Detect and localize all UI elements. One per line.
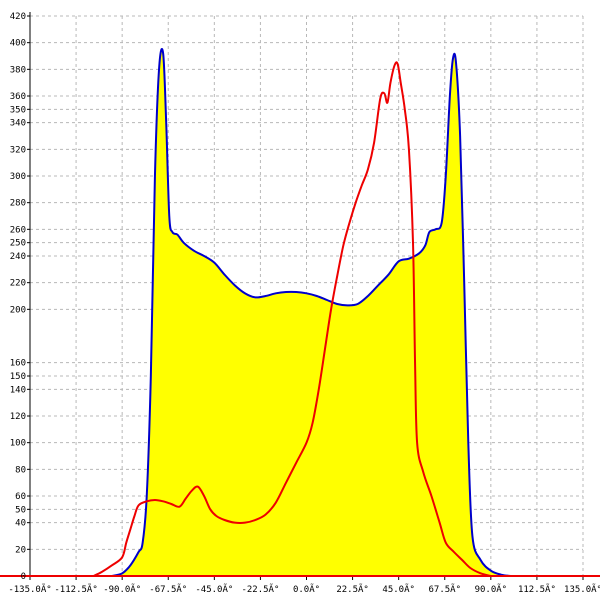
y-tick-label: 100 (10, 439, 26, 449)
x-tick-label: -45.0Ã° (195, 584, 233, 595)
y-tick-label: 200 (10, 305, 26, 315)
y-tick-label: 350 (10, 105, 26, 115)
y-tick-label: 340 (10, 119, 26, 129)
y-tick-label: 160 (10, 359, 26, 369)
series-blue-line (111, 48, 512, 577)
y-tick-label: 360 (10, 92, 26, 102)
y-tick-label: 280 (10, 199, 26, 209)
y-tick-label: 400 (10, 39, 26, 49)
x-tick-label: -67.5Ã° (149, 584, 187, 595)
y-tick-label: 140 (10, 385, 26, 395)
x-tick-label: 135.0Ã° (564, 584, 600, 595)
y-tick-label: 80 (15, 465, 26, 475)
x-tick-label: 22.5Ã° (336, 584, 369, 595)
x-tick-label: 67.5Ã° (428, 584, 461, 595)
y-tick-label: 220 (10, 279, 26, 289)
series-red-line (93, 61, 492, 577)
x-tick-label: 0.0Ã° (293, 584, 320, 595)
x-tick-label: -22.5Ã° (241, 584, 279, 595)
x-tick-label: -112.5Ã° (54, 584, 97, 595)
x-tick-label: 45.0Ã° (382, 584, 415, 595)
x-tick-label: 112.5Ã° (518, 584, 556, 595)
filled-area (111, 48, 512, 576)
y-tick-label: 260 (10, 225, 26, 235)
y-tick-label: 420 (10, 12, 26, 22)
y-tick-label: 300 (10, 172, 26, 182)
y-tick-label: 40 (15, 519, 26, 529)
y-tick-label: 380 (10, 65, 26, 75)
series-lines (93, 48, 512, 577)
axes (0, 12, 600, 580)
y-tick-label: 120 (10, 412, 26, 422)
y-tick-label: 60 (15, 492, 26, 502)
x-tick-label: 90.0Ã° (475, 584, 508, 595)
y-tick-label: 0 (21, 572, 26, 582)
y-tick-label: 150 (10, 372, 26, 382)
y-tick-label: 320 (10, 145, 26, 155)
x-tick-label: -135.0Ã° (8, 584, 51, 595)
tick-labels: 0 20 40 50 60 80 100 120 140 150 160 200 220 240 250 26… (8, 12, 600, 595)
y-tick-label: 240 (10, 252, 26, 262)
y-tick-label: 20 (15, 545, 26, 555)
y-tick-label: 250 (10, 239, 26, 249)
x-tick-label: -90.0Ã° (103, 584, 141, 595)
series-blue-area (111, 48, 512, 576)
y-tick-label: 50 (15, 505, 26, 515)
